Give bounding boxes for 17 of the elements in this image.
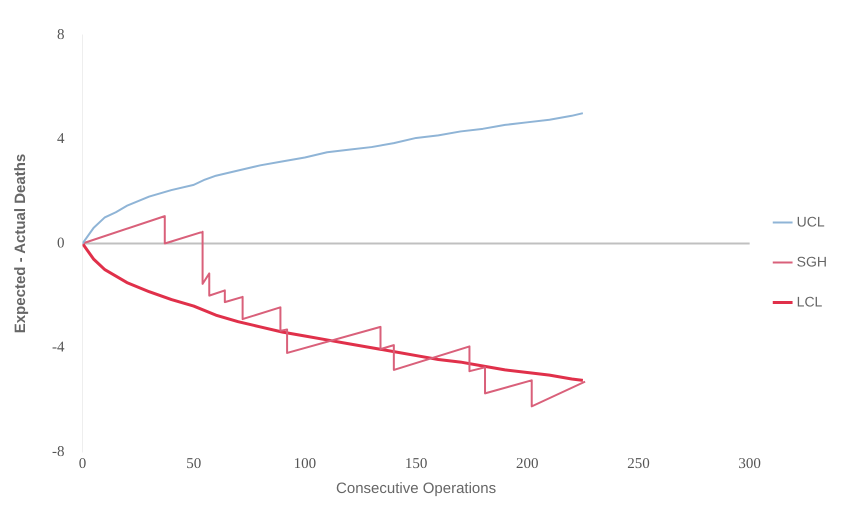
x-tick-label: 100 xyxy=(294,456,316,472)
y-tick-label: 0 xyxy=(56,235,64,252)
y-axis-title: Expected - Actual Deaths xyxy=(12,154,30,334)
x-tick-label: 250 xyxy=(627,456,650,472)
legend-label: SGH xyxy=(796,253,828,270)
x-tick-label: 200 xyxy=(516,456,539,472)
y-tick-label: -4 xyxy=(52,340,65,356)
y-tick-label: -8 xyxy=(52,444,64,460)
x-tick-label: 0 xyxy=(78,456,86,472)
legend-label: LCL xyxy=(796,293,823,310)
x-tick-label: 150 xyxy=(404,456,428,472)
x-axis-title: Consecutive Operations xyxy=(336,480,496,498)
legend-label: UCL xyxy=(796,213,825,230)
y-tick-label: 4 xyxy=(56,131,65,148)
x-tick-label: 50 xyxy=(186,456,202,472)
x-tick-label: 300 xyxy=(738,456,761,472)
y-tick-label: 8 xyxy=(56,26,64,43)
